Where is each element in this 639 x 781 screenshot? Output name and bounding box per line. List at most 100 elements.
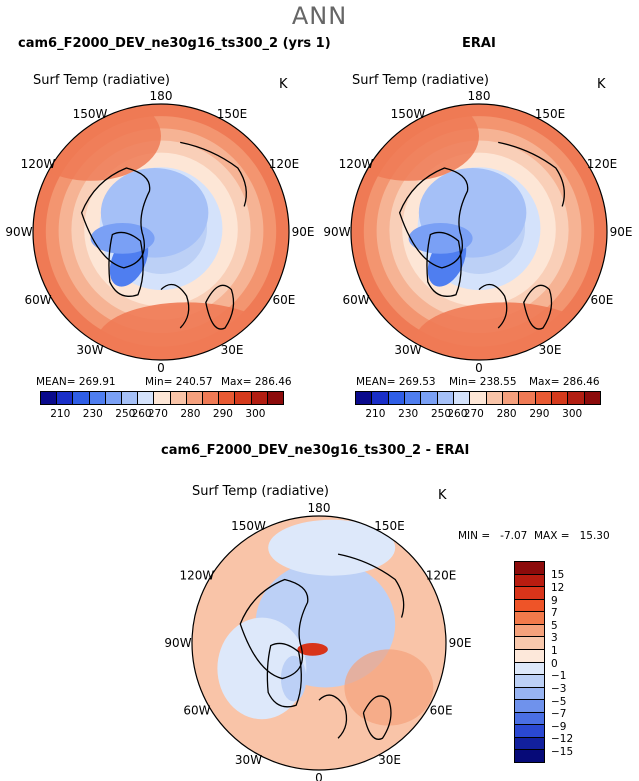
diff-map-boundary [191, 515, 447, 771]
lon-label: 90E [449, 636, 472, 650]
colorbar-swatch [515, 587, 544, 600]
panel-1-min: Min= 240.57 [145, 376, 213, 388]
lon-label: 60E [591, 293, 614, 307]
panel-1-map-boundary [32, 103, 290, 361]
colorbar-swatch [388, 392, 405, 404]
diff-map-group: 180 150E 120E 90E 60E 30E 0 30W 60W 90W 120W 150W [164, 501, 471, 781]
panel-2-title: ERAI [462, 36, 496, 51]
colorbar-swatch [515, 675, 544, 688]
positive-anomaly-peak [297, 643, 328, 656]
colorbar-swatch [105, 392, 123, 404]
lon-label: 120E [269, 157, 300, 171]
colorbar-swatch [203, 392, 220, 404]
colorbar-swatch [515, 737, 544, 751]
coastline [337, 553, 405, 618]
colorbar-swatch [41, 392, 58, 404]
colorbar-label: 3 [551, 632, 558, 645]
lon-label: 90W [5, 225, 32, 239]
lon-label: 120W [179, 569, 214, 583]
colorbar-swatch [515, 612, 544, 625]
lon-label: 0 [475, 361, 483, 375]
lon-label: 60E [430, 704, 453, 718]
colorbar-label: 230 [82, 408, 103, 420]
colorbar-swatch [219, 392, 236, 404]
lon-label: 180 [468, 89, 491, 103]
colorbar-label: 300 [245, 408, 266, 420]
colorbar-swatch [170, 392, 187, 404]
lon-label: 150W [391, 107, 426, 121]
colorbar-swatch [251, 392, 268, 404]
colorbar-swatch [421, 392, 438, 404]
diff-variable: Surf Temp (radiative) [192, 484, 330, 499]
warm-region [415, 302, 595, 360]
panel-1-map-group: 180 150E 120E 90E 60E 30E 0 30W 60W 90W 120W 150W [5, 89, 314, 375]
colorbar-label: 270 [463, 408, 484, 420]
colorbar-label: −9 [551, 720, 567, 733]
colorbar-label: 5 [551, 619, 558, 632]
colorbar-swatch [89, 392, 106, 404]
colorbar-label: −7 [551, 708, 567, 721]
colorbar-swatch [515, 624, 544, 638]
abs-colorbar-right [355, 391, 601, 405]
diff-colorbar [514, 561, 545, 763]
lon-label: 150E [217, 107, 248, 121]
coastline [398, 167, 469, 269]
diff-min-max: MIN = -7.07 MAX = 15.30 [458, 530, 610, 542]
colorbar-label: 230 [398, 408, 419, 420]
lon-label: 90W [164, 636, 191, 650]
lon-label: 150W [231, 519, 266, 533]
coastline [318, 694, 348, 739]
colorbar-swatch [515, 750, 544, 762]
colorbar-swatch [515, 637, 544, 650]
colorbar-swatch [551, 392, 569, 404]
positive-anomaly [344, 649, 434, 726]
diff-title: cam6_F2000_DEV_ne30g16_ts300_2 - ERAI [161, 443, 470, 458]
colorbar-swatch [519, 392, 536, 404]
colorbar-swatch [154, 392, 171, 404]
lon-label: 150E [374, 519, 405, 533]
season-title: ANN [291, 2, 348, 30]
lon-label: 30W [394, 343, 421, 357]
abs-colorbar-left [40, 391, 284, 405]
cold-region [408, 223, 473, 254]
lon-label: 30W [235, 753, 262, 767]
panel-2-mean: MEAN= 269.53 [356, 376, 436, 388]
colorbar-label: 260 [447, 408, 468, 420]
lon-label: 0 [315, 771, 323, 781]
colorbar-label: −1 [551, 670, 567, 683]
colorbar-swatch [453, 392, 471, 404]
coastline [498, 141, 565, 207]
lon-label: 60E [273, 293, 296, 307]
colorbar-swatch [486, 392, 503, 404]
panel-2-variable: Surf Temp (radiative) [352, 73, 490, 88]
colorbar-swatch [122, 392, 139, 404]
colorbar-swatch [515, 700, 544, 713]
panel-2-max: Max= 286.46 [529, 376, 600, 388]
colorbar-label: 9 [551, 594, 558, 607]
lon-label: 0 [157, 361, 165, 375]
lon-label: 30W [76, 343, 103, 357]
colorbar-label: −5 [551, 695, 567, 708]
lon-label: 90W [323, 225, 350, 239]
colorbar-swatch [584, 392, 600, 404]
coastline [523, 284, 553, 330]
coastline [266, 642, 302, 708]
lon-label: 60W [183, 704, 210, 718]
lon-label: 60W [342, 293, 369, 307]
colorbar-swatch [372, 392, 389, 404]
colorbar-swatch [404, 392, 422, 404]
colorbar-swatch [515, 599, 544, 613]
colorbar-swatch [138, 392, 155, 404]
colorbar-swatch [356, 392, 373, 404]
greenland-anomaly [280, 655, 307, 702]
coastline [80, 167, 151, 269]
colorbar-swatch [186, 392, 204, 404]
lon-label: 90E [610, 225, 633, 239]
panel-2-map-group: 180 150E 120E 90E 60E 30E 0 30W 60W 90W 120W 150W [323, 89, 633, 375]
colorbar-label: 280 [180, 408, 201, 420]
colorbar-swatch [568, 392, 585, 404]
colorbar-label: 1 [551, 645, 558, 658]
coastline [426, 231, 462, 297]
colorbar-swatch [437, 392, 454, 404]
colorbar-label: 210 [50, 408, 71, 420]
